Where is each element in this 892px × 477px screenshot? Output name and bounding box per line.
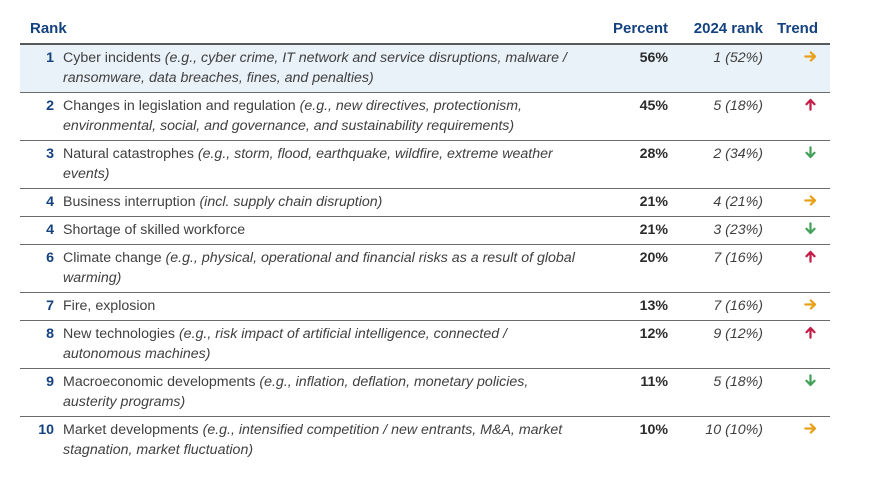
rank-2024-cell: 2 (34%)	[713, 146, 763, 162]
trend-cell	[765, 296, 830, 316]
risk-label: Natural catastrophes	[63, 146, 194, 162]
percent-cell: 45%	[639, 98, 668, 114]
risk-detail: (e.g., intensified competition / new ent…	[63, 422, 563, 458]
risk-description: Natural catastrophes (e.g., storm, flood…	[54, 144, 585, 184]
risk-label: Shortage of skilled workforce	[63, 222, 246, 238]
percent-cell: 11%	[640, 374, 668, 390]
trend-arrow-icon	[805, 374, 816, 387]
rank-cell: 8	[46, 326, 54, 342]
risk-label: Macroeconomic developments	[63, 374, 256, 390]
percent-cell: 10%	[639, 422, 668, 438]
table-row: 4 Shortage of skilled workforce 21% 3 (2…	[20, 216, 830, 244]
rank-2024-cell: 7 (16%)	[713, 250, 763, 266]
rank-cell: 1	[46, 50, 54, 66]
trend-arrow-icon	[805, 146, 816, 159]
trend-arrow-icon	[804, 423, 817, 434]
percent-cell: 28%	[639, 146, 668, 162]
trend-arrow-icon	[804, 51, 817, 62]
risk-detail: (e.g., cyber crime, IT network and servi…	[63, 50, 567, 86]
trend-cell	[765, 420, 830, 440]
trend-cell	[765, 220, 830, 240]
table-row: 2 Changes in legislation and regulation …	[20, 92, 830, 140]
trend-cell	[765, 372, 830, 392]
trend-arrow-icon	[805, 98, 816, 111]
trend-cell	[765, 144, 830, 164]
trend-arrow-icon	[804, 299, 817, 310]
table-row: 10 Market developments (e.g., intensifie…	[20, 416, 830, 464]
table-header-row: Rank Percent 2024 rank Trend	[20, 16, 830, 45]
risk-description: Business interruption (incl. supply chai…	[54, 192, 585, 212]
trend-arrow-icon	[804, 195, 817, 206]
risk-label: New technologies	[63, 326, 175, 342]
percent-cell: 21%	[639, 222, 668, 238]
rank-cell: 9	[46, 374, 54, 390]
trend-cell	[765, 324, 830, 344]
table-row: 7 Fire, explosion 13% 7 (16%)	[20, 292, 830, 320]
table-row: 6 Climate change (e.g., physical, operat…	[20, 244, 830, 292]
rank-2024-cell: 9 (12%)	[713, 326, 763, 342]
trend-arrow-icon	[805, 222, 816, 235]
percent-cell: 56%	[639, 50, 668, 66]
risk-label: Cyber incidents	[63, 50, 161, 66]
trend-arrow-icon	[805, 326, 816, 339]
rank-cell: 7	[46, 298, 54, 314]
risk-label: Changes in legislation and regulation	[63, 98, 296, 114]
risk-description: Climate change (e.g., physical, operatio…	[54, 248, 585, 288]
risk-description: Changes in legislation and regulation (e…	[54, 96, 585, 136]
risk-description: Cyber incidents (e.g., cyber crime, IT n…	[54, 48, 585, 88]
risk-label: Business interruption	[63, 194, 196, 210]
header-trend: Trend	[777, 20, 818, 37]
risk-description: New technologies (e.g., risk impact of a…	[54, 324, 585, 364]
table-row: 8 New technologies (e.g., risk impact of…	[20, 320, 830, 368]
table-row: 3 Natural catastrophes (e.g., storm, flo…	[20, 140, 830, 188]
header-percent: Percent	[612, 20, 668, 37]
header-2024-rank: 2024 rank	[693, 20, 763, 37]
rank-cell: 4	[46, 222, 54, 238]
rank-cell: 6	[46, 250, 54, 266]
trend-arrow-icon	[805, 250, 816, 263]
rank-2024-cell: 7 (16%)	[713, 298, 763, 314]
percent-cell: 12%	[639, 326, 668, 342]
trend-cell	[765, 192, 830, 212]
rank-2024-cell: 1 (52%)	[713, 50, 763, 66]
trend-cell	[765, 48, 830, 68]
table-row: 4 Business interruption (incl. supply ch…	[20, 188, 830, 216]
risk-detail: (e.g., storm, flood, earthquake, wildfir…	[63, 146, 553, 182]
risk-description: Macroeconomic developments (e.g., inflat…	[54, 372, 585, 412]
rank-cell: 2	[46, 98, 54, 114]
risk-label: Fire, explosion	[63, 298, 156, 314]
risk-label: Market developments	[63, 422, 199, 438]
table-row: 9 Macroeconomic developments (e.g., infl…	[20, 368, 830, 416]
rank-cell: 10	[38, 422, 54, 438]
risk-detail: (e.g., new directives, protectionism, en…	[63, 98, 522, 134]
risk-detail: (incl. supply chain disruption)	[199, 194, 383, 210]
risk-description: Fire, explosion	[54, 296, 585, 316]
rank-2024-cell: 4 (21%)	[713, 194, 763, 210]
risk-detail: (e.g., risk impact of artificial intelli…	[63, 326, 507, 362]
table-row: 1 Cyber incidents (e.g., cyber crime, IT…	[20, 45, 830, 92]
table-body: 1 Cyber incidents (e.g., cyber crime, IT…	[20, 45, 830, 464]
rank-2024-cell: 5 (18%)	[713, 98, 763, 114]
rank-2024-cell: 3 (23%)	[713, 222, 763, 238]
trend-cell	[765, 248, 830, 268]
percent-cell: 21%	[639, 194, 668, 210]
risk-label: Climate change	[63, 250, 162, 266]
percent-cell: 13%	[639, 298, 668, 314]
risk-description: Market developments (e.g., intensified c…	[54, 420, 585, 460]
percent-cell: 20%	[639, 250, 668, 266]
header-rank: Rank	[30, 20, 67, 37]
rank-cell: 3	[46, 146, 54, 162]
rank-2024-cell: 10 (10%)	[705, 422, 763, 438]
rank-cell: 4	[46, 194, 54, 210]
rank-2024-cell: 5 (18%)	[713, 374, 763, 390]
trend-cell	[765, 96, 830, 116]
risk-ranking-table: Rank Percent 2024 rank Trend 1 Cyber inc…	[20, 16, 830, 464]
risk-description: Shortage of skilled workforce	[54, 220, 585, 240]
risk-detail: (e.g., physical, operational and financi…	[63, 250, 575, 286]
risk-detail: (e.g., inflation, deflation, monetary po…	[63, 374, 529, 410]
